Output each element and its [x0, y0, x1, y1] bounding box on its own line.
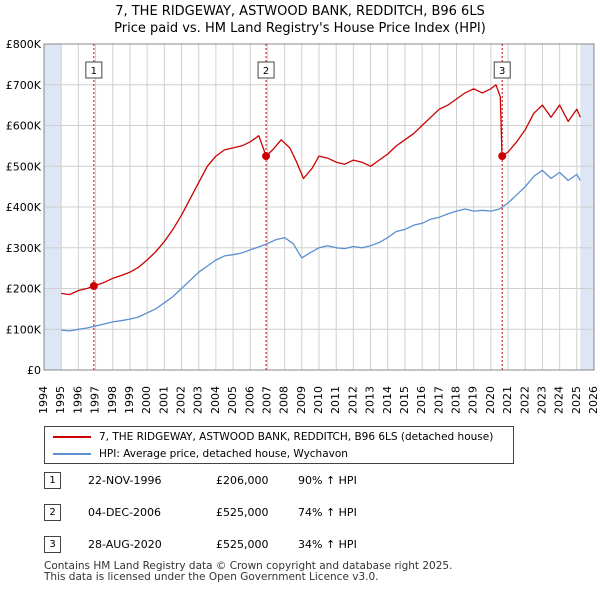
price-chart: £0 £100K £200K £300K £400K £500K £600K £700K £80…	[6, 38, 600, 414]
legend-label-property: 7, THE RIDGEWAY, ASTWOOD BANK, REDDITCH,…	[99, 431, 494, 443]
footer: Contains HM Land Registry data © Crown c…	[44, 561, 452, 583]
sale-marker-box	[257, 61, 275, 79]
x-tick-label: 2001	[157, 386, 170, 414]
sale-marker-label: 3	[499, 66, 505, 77]
x-tick-label: 2016	[415, 386, 428, 414]
x-tick-label: 2004	[209, 386, 222, 414]
x-tick-label: 2005	[226, 386, 239, 414]
x-tick-label: 2000	[140, 386, 153, 414]
x-tick-label: 2018	[450, 386, 463, 414]
x-tick-label: 2013	[364, 386, 377, 414]
sale-number: 1	[44, 472, 61, 489]
sale-point	[89, 282, 98, 291]
x-tick-label: 1999	[123, 386, 136, 414]
sale-date: 04-DEC-2006	[88, 506, 162, 519]
x-tick-label: 2014	[381, 386, 394, 414]
sale-point	[262, 152, 271, 161]
sale-hpi-change: 90% ↑ HPI	[298, 474, 357, 487]
legend-item-property: 7, THE RIDGEWAY, ASTWOOD BANK, REDDITCH,…	[53, 430, 493, 444]
sale-marker-label: 2	[263, 66, 269, 77]
x-tick-label: 2024	[553, 386, 566, 414]
x-tick-label: 1994	[37, 386, 50, 414]
x-tick-label: 2025	[570, 386, 583, 414]
legend-label-hpi: HPI: Average price, detached house, Wych…	[99, 448, 348, 460]
y-tick-label: £100K	[6, 323, 42, 336]
y-tick-label: £0	[27, 364, 41, 377]
x-tick-label: 2007	[260, 386, 273, 414]
x-tick-label: 1997	[89, 386, 102, 414]
x-tick-label: 1996	[71, 386, 84, 414]
legend-item-hpi: HPI: Average price, detached house, Wych…	[53, 447, 348, 461]
x-tick-label: 2026	[587, 386, 600, 414]
x-tick-label: 2020	[484, 386, 497, 414]
sale-price: £525,000	[216, 506, 269, 519]
x-tick-label: 2006	[243, 386, 256, 414]
sale-marker-box	[85, 61, 103, 79]
x-tick-label: 2003	[192, 386, 205, 414]
legend: 7, THE RIDGEWAY, ASTWOOD BANK, REDDITCH,…	[44, 426, 514, 464]
y-tick-label: £400K	[6, 201, 42, 214]
x-tick-label: 2012	[346, 386, 359, 414]
chart-title: 7, THE RIDGEWAY, ASTWOOD BANK, REDDITCH,…	[115, 4, 485, 19]
sale-marker-box	[493, 61, 511, 79]
y-tick-label: £200K	[6, 283, 42, 296]
footer-copyright: Contains HM Land Registry data © Crown c…	[44, 560, 453, 572]
sale-date: 28-AUG-2020	[88, 538, 162, 551]
x-tick-label: 2010	[312, 386, 325, 414]
sale-row: 3 28-AUG-2020 £525,000 34% ↑ HPI	[44, 536, 444, 556]
y-tick-label: £800K	[6, 38, 42, 51]
x-tick-label: 2021	[501, 386, 514, 414]
plot-border	[43, 43, 595, 371]
sale-point	[498, 152, 507, 161]
sale-row: 2 04-DEC-2006 £525,000 74% ↑ HPI	[44, 504, 444, 524]
x-tick-label: 2002	[175, 386, 188, 414]
sale-number: 2	[44, 504, 61, 521]
hpi-series-line	[61, 169, 581, 332]
y-tick-label: £600K	[6, 120, 42, 133]
x-tick-label: 2023	[535, 386, 548, 414]
x-tick-label: 2009	[295, 386, 308, 414]
chart-subtitle: Price paid vs. HM Land Registry's House …	[114, 21, 486, 36]
x-tick-label: 2015	[398, 386, 411, 414]
property-series-line	[61, 84, 581, 296]
x-tick-label: 2011	[329, 386, 342, 414]
x-tick-label: 2022	[518, 386, 531, 414]
y-tick-label: £500K	[6, 160, 42, 173]
sale-number: 3	[44, 536, 61, 553]
sale-date: 22-NOV-1996	[88, 474, 162, 487]
footer-licence: This data is licensed under the Open Gov…	[44, 571, 379, 583]
sale-price: £525,000	[216, 538, 269, 551]
legend-swatch-hpi	[53, 453, 91, 455]
x-tick-label: 2008	[278, 386, 291, 414]
y-tick-label: £700K	[6, 79, 42, 92]
sale-hpi-change: 34% ↑ HPI	[298, 538, 357, 551]
sale-price: £206,000	[216, 474, 269, 487]
y-tick-label: £300K	[6, 242, 42, 255]
x-tick-label: 2017	[432, 386, 445, 414]
x-tick-label: 2019	[467, 386, 480, 414]
sale-hpi-change: 74% ↑ HPI	[298, 506, 357, 519]
sale-row: 1 22-NOV-1996 £206,000 90% ↑ HPI	[44, 472, 444, 492]
legend-swatch-property	[53, 436, 91, 438]
x-tick-label: 1998	[106, 386, 119, 414]
sale-marker-label: 1	[91, 66, 97, 77]
x-tick-label: 1995	[54, 386, 67, 414]
